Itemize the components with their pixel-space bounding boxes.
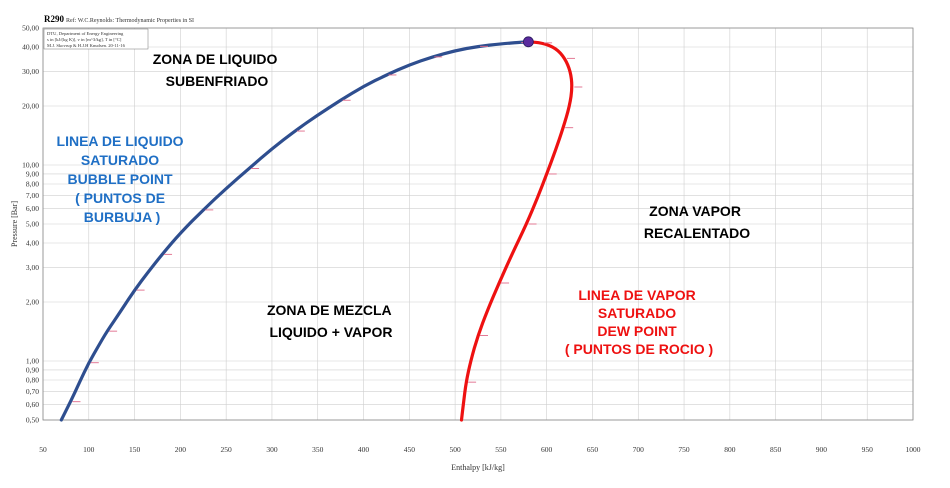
info-box [43,28,149,50]
critical-point-marker [522,36,534,48]
x-axis-ticks: 50 100 150 200 250 300 350 400 450 500 550 600 650 70… [39,445,921,454]
zone-subcooled-line-1: ZONA DE LIQUIDO [153,51,278,67]
bubble-label-line-4: ( PUNTOS DE [75,190,165,206]
zone-vapor-line-2: RECALENTADO [644,225,750,241]
y-tick-label: 8,00 [26,179,39,188]
saturated-liquid-line-label: LINEA DE LIQUIDO SATURADO BUBBLE POINT (… [57,133,188,225]
y-axis-title: Pressure [Bar] [10,201,19,247]
x-tick-label: 200 [175,445,187,454]
x-tick-label: 550 [495,445,507,454]
x-tick-label: 650 [587,445,599,454]
y-tick-label: 0,50 [26,416,39,425]
y-tick-label: 50,00 [22,24,39,33]
x-tick-label: 450 [404,445,416,454]
bubble-label-line-3: BUBBLE POINT [68,171,173,187]
y-tick-label: 9,00 [26,169,39,178]
dew-label-line-1: LINEA DE VAPOR [578,287,695,303]
x-tick-label: 1000 [906,445,921,454]
zone-subcooled-line-2: SUBENFRIADO [166,73,269,89]
zone-mix-line-2: LIQUIDO + VAPOR [269,324,392,340]
x-tick-label: 300 [266,445,278,454]
saturated-vapor-line-label: LINEA DE VAPOR SATURADO DEW POINT ( PUNT… [565,287,713,357]
x-tick-label: 350 [312,445,324,454]
y-tick-label: 30,00 [22,67,39,76]
info-line-3: M.J. Skovrup & H.J.H Knudsen. 20-11-16 [47,43,126,48]
y-tick-label: 6,00 [26,204,39,213]
zone-subcooled-liquid: ZONA DE LIQUIDO SUBENFRIADO [153,51,282,89]
y-tick-label: 0,60 [26,400,39,409]
x-tick-label: 100 [83,445,95,454]
plot-frame [42,27,914,421]
x-tick-label: 850 [770,445,782,454]
zone-superheated-vapor: ZONA VAPOR RECALENTADO [644,203,750,241]
x-tick-label: 500 [449,445,461,454]
bubble-label-line-2: SATURADO [81,152,159,168]
dew-label-line-2: SATURADO [598,305,676,321]
saturation-curve-liquid [59,40,530,422]
y-tick-label: 4,00 [26,238,39,247]
x-tick-label: 250 [221,445,233,454]
y-tick-label: 0,70 [26,387,39,396]
zone-liquid-vapor-mix: ZONA DE MEZCLA LIQUIDO + VAPOR [267,302,395,340]
y-tick-label: 3,00 [26,263,39,272]
bubble-label-line-5: BURBUJA ) [84,209,160,225]
saturation-curves [59,36,583,422]
y-tick-label: 10,00 [22,160,39,169]
info-line-2: s in [kJ/(kg K)], v in [m^3/kg], T in [°… [47,37,122,43]
chart-title: R290 [44,14,64,24]
x-axis-title: Enthalpy [kJ/kg] [451,463,505,472]
x-tick-label: 750 [678,445,690,454]
bubble-label-line-1: LINEA DE LIQUIDO [57,133,184,149]
x-tick-label: 50 [39,445,47,454]
x-tick-label: 700 [633,445,645,454]
chart-reference: Ref: W.C.Reynolds: Thermodynamic Propert… [66,17,194,24]
y-tick-label: 1,00 [26,356,39,365]
y-tick-label: 0,80 [26,375,39,384]
x-tick-label: 800 [724,445,736,454]
y-tick-label: 7,00 [26,191,39,200]
saturation-curve-vapor [459,40,574,422]
x-tick-label: 950 [862,445,874,454]
y-axis-ticks: 0,50 0,60 0,70 0,800,901,00 2,00 3,00 4,00 5,00… [22,24,39,425]
dew-label-line-3: DEW POINT [597,323,677,339]
x-tick-label: 400 [358,445,370,454]
dew-label-line-4: ( PUNTOS DE ROCIO ) [565,341,713,357]
y-tick-label: 20,00 [22,101,39,110]
zone-mix-line-1: ZONA DE MEZCLA [267,302,392,318]
y-tick-label: 5,00 [26,220,39,229]
x-tick-label: 900 [816,445,828,454]
x-tick-label: 600 [541,445,553,454]
y-tick-label: 0,90 [26,365,39,374]
y-tick-label: 40,00 [22,42,39,51]
info-line-1: DTU, Department of Energy Engineering [47,31,124,37]
zone-vapor-line-1: ZONA VAPOR [649,203,741,219]
y-tick-label: 2,00 [26,297,39,306]
x-tick-label: 150 [129,445,141,454]
